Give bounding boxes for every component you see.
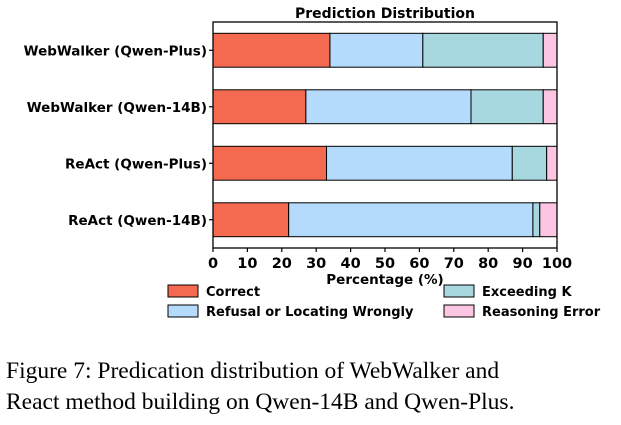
x-tick-label: 0 xyxy=(208,256,218,272)
bar-react-qwen-14b-reasoning-error xyxy=(539,202,558,238)
category-label: ReAct (Qwen-14B) xyxy=(68,213,207,229)
x-tick-label: 70 xyxy=(444,256,464,272)
bar-react-qwen-plus-reasoning-error xyxy=(546,145,558,181)
bar-webwalker-qwen-plus-exceeding-k xyxy=(422,32,544,68)
legend-swatch-exceeding-k xyxy=(443,284,475,298)
bar-webwalker-qwen-14b-correct xyxy=(212,89,307,125)
legend-label-exceeding-k: Exceeding K xyxy=(482,285,572,300)
legend-label-refusal-or-locating-wrongly: Refusal or Locating Wrongly xyxy=(206,305,414,320)
x-tick-label: 80 xyxy=(478,256,498,272)
bar-webwalker-qwen-14b-refusal-or-locating-wrongly xyxy=(305,89,472,125)
category-labels: WebWalker (Qwen-Plus) WebWalker (Qwen-14B… xyxy=(24,43,213,229)
bar-webwalker-qwen-14b-reasoning-error xyxy=(542,89,558,125)
x-tick-label: 40 xyxy=(341,256,361,272)
x-tick-label: 60 xyxy=(409,256,429,272)
x-tick-label: 50 xyxy=(375,256,395,272)
bar-react-qwen-plus-refusal-or-locating-wrongly xyxy=(326,145,513,181)
x-axis-label: Percentage (%) xyxy=(326,272,443,288)
chart-title: Prediction Distribution xyxy=(295,6,475,22)
legend-swatch-refusal-or-locating-wrongly xyxy=(167,304,199,318)
legend-swatch-correct xyxy=(167,284,199,298)
bar-webwalker-qwen-plus-refusal-or-locating-wrongly xyxy=(329,32,424,68)
caption-line-1: Figure 7: Predication distribution of We… xyxy=(6,358,500,384)
category-label: WebWalker (Qwen-Plus) xyxy=(24,43,207,59)
prediction-distribution-chart: Prediction Distribution WebWalker (Qwen-… xyxy=(24,6,601,320)
bars-layer xyxy=(212,32,558,238)
figure-caption: Figure 7: Predication distribution of We… xyxy=(6,356,618,418)
legend-label-correct: Correct xyxy=(206,285,260,300)
legend-label-reasoning-error: Reasoning Error xyxy=(482,305,601,320)
category-label: WebWalker (Qwen-14B) xyxy=(27,100,207,116)
x-tick-label: 90 xyxy=(513,256,533,272)
caption-line-2: React method building on Qwen-14B and Qw… xyxy=(6,389,515,415)
x-tick-label: 20 xyxy=(272,256,292,272)
bar-webwalker-qwen-plus-correct xyxy=(212,32,331,68)
bar-react-qwen-plus-correct xyxy=(212,145,328,181)
bar-react-qwen-plus-exceeding-k xyxy=(511,145,548,181)
bar-react-qwen-14b-exceeding-k xyxy=(532,202,541,238)
bar-react-qwen-14b-correct xyxy=(212,202,290,238)
bar-webwalker-qwen-14b-exceeding-k xyxy=(470,89,544,125)
category-label: ReAct (Qwen-Plus) xyxy=(65,156,207,172)
x-tick-label: 30 xyxy=(306,256,326,272)
x-tick-label: 10 xyxy=(237,256,257,272)
legend-swatch-reasoning-error xyxy=(443,304,475,318)
bar-react-qwen-14b-refusal-or-locating-wrongly xyxy=(288,202,534,238)
x-axis-ticks: 0 10 20 30 40 50 60 70 80 90 100 xyxy=(208,248,572,272)
bar-webwalker-qwen-plus-reasoning-error xyxy=(542,32,558,68)
legend: Correct Refusal or Locating Wrongly Exceed… xyxy=(167,284,601,320)
x-tick-label: 100 xyxy=(542,256,572,272)
